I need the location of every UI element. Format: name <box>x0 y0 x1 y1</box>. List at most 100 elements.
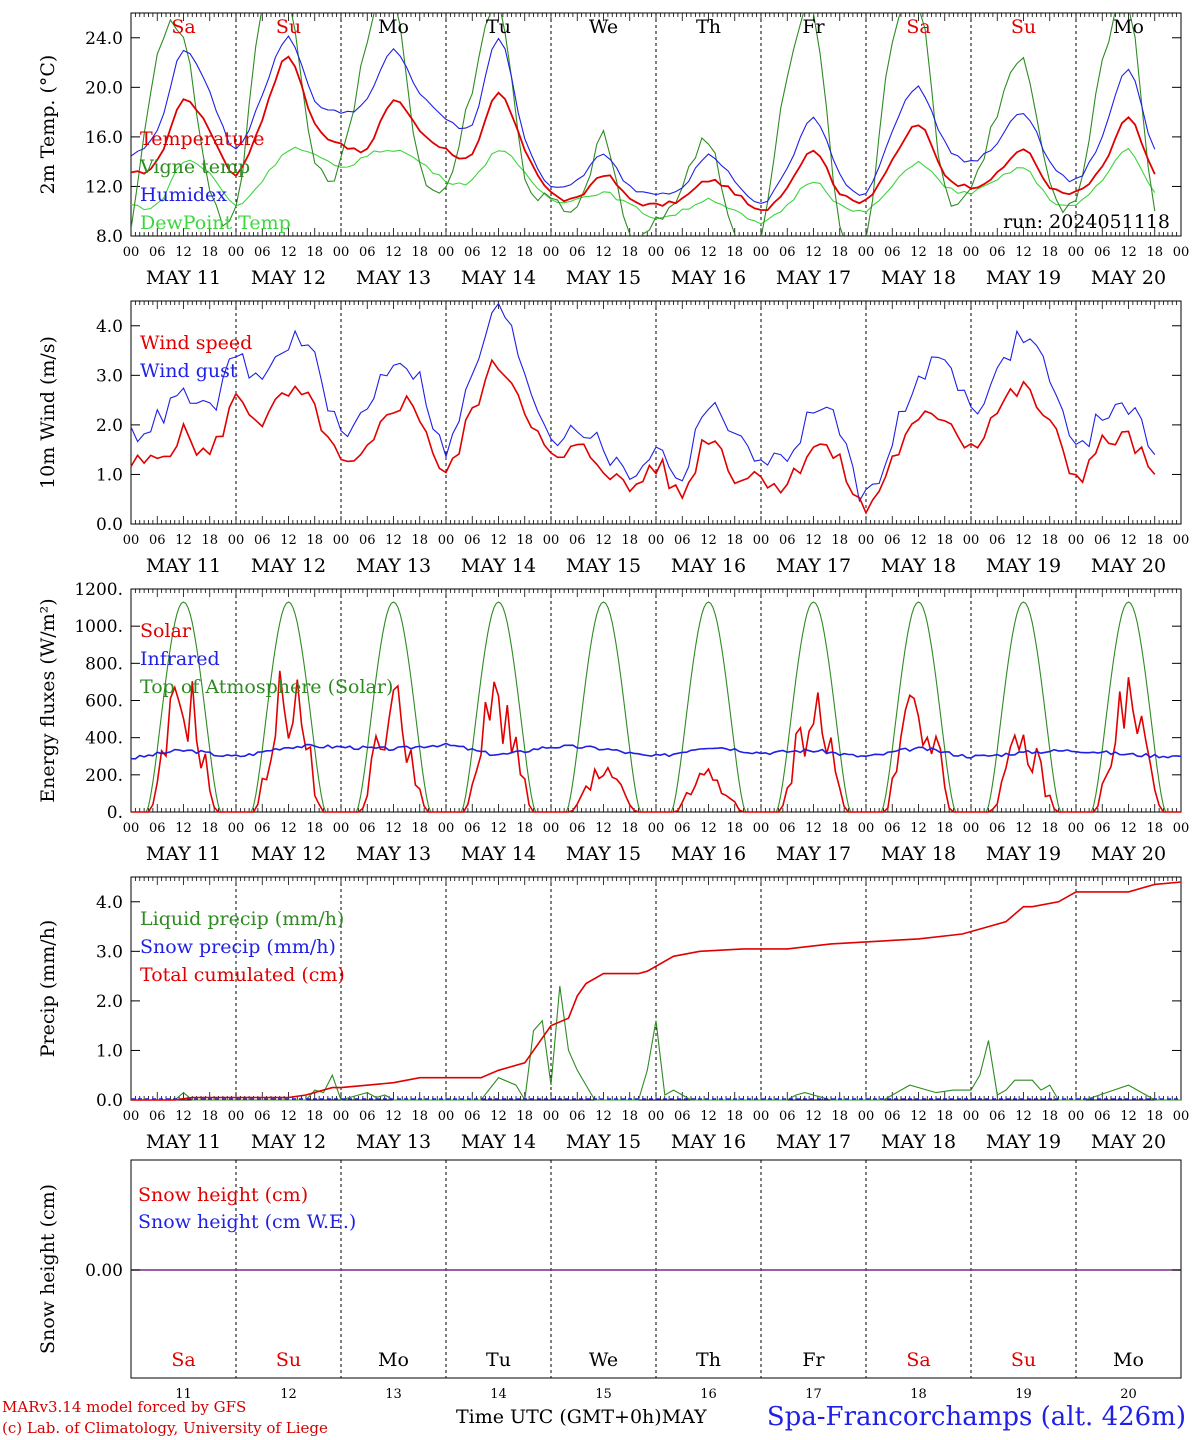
hour-tick-label: 18 <box>516 821 533 836</box>
day-name: Su <box>276 1349 301 1371</box>
panel-frame <box>130 12 1182 237</box>
day-number: 17 <box>805 1387 822 1402</box>
hour-tick-label: 12 <box>805 1109 822 1124</box>
hour-tick-label: 06 <box>569 821 586 836</box>
hour-tick-label: 00 <box>858 533 875 548</box>
hour-tick-label: 12 <box>910 245 927 260</box>
hour-tick-label: 06 <box>254 1109 271 1124</box>
hour-tick-label: 12 <box>1015 533 1032 548</box>
hour-tick-label: 00 <box>228 245 245 260</box>
y-tick-label: 2.0 <box>96 992 123 1012</box>
hour-tick-label: 12 <box>175 821 192 836</box>
date-label: MAY 12 <box>251 555 326 577</box>
y-tick-label: 0.00 <box>85 1261 123 1281</box>
date-label: MAY 18 <box>881 843 956 865</box>
y-tick-label: 16.0 <box>85 128 123 148</box>
y-tick-label: 0. <box>107 803 123 823</box>
hour-tick-label: 18 <box>621 1109 638 1124</box>
date-label: MAY 14 <box>461 555 536 577</box>
legend-dewpoint-temp: DewPoint Temp <box>140 212 291 234</box>
hour-tick-label: 00 <box>1068 821 1085 836</box>
legend-wind-gust: Wind gust <box>140 360 238 382</box>
hour-tick-label: 00 <box>333 533 350 548</box>
hour-tick-label: 00 <box>123 245 140 260</box>
hour-tick-label: 18 <box>306 821 323 836</box>
hour-tick-label: 06 <box>359 533 376 548</box>
hour-tick-label: 18 <box>1041 533 1058 548</box>
y-tick-label: 20.0 <box>85 78 123 98</box>
y-tick-label: 4.0 <box>96 317 123 337</box>
date-label: MAY 14 <box>461 1131 536 1153</box>
day-name: Th <box>696 1349 721 1371</box>
hour-tick-label: 06 <box>884 245 901 260</box>
day-name: Mo <box>378 1349 409 1371</box>
hour-tick-label: 18 <box>201 533 218 548</box>
hour-tick-label: 18 <box>621 821 638 836</box>
day-name: Sa <box>906 1349 930 1371</box>
y-tick-label: 24.0 <box>85 29 123 49</box>
date-label: MAY 14 <box>461 843 536 865</box>
day-number: 20 <box>1120 1387 1137 1402</box>
hour-tick-label: 12 <box>490 1109 507 1124</box>
hour-tick-label: 18 <box>936 821 953 836</box>
y-axis-label: Snow height (cm) <box>37 1184 59 1354</box>
date-label: MAY 20 <box>1091 267 1166 289</box>
hour-tick-label: 18 <box>831 1109 848 1124</box>
series-total-cumulated <box>131 881 1182 1101</box>
hour-tick-label: 06 <box>254 821 271 836</box>
hour-tick-label: 00 <box>438 1109 455 1124</box>
y-tick-label: 1.0 <box>96 465 123 485</box>
hour-tick-label: 00 <box>333 245 350 260</box>
legend-snow-precip-mm-h-: Snow precip (mm/h) <box>140 936 336 958</box>
hour-tick-label: 18 <box>936 1109 953 1124</box>
hour-tick-label: 18 <box>201 1109 218 1124</box>
hour-tick-label: 18 <box>1146 1109 1163 1124</box>
hour-tick-label: 00 <box>753 821 770 836</box>
hour-tick-label: 12 <box>1120 821 1137 836</box>
hour-tick-label: 12 <box>1015 245 1032 260</box>
y-axis-label: 2m Temp. (°C) <box>37 55 59 195</box>
hour-tick-label: 06 <box>989 245 1006 260</box>
hour-tick-label: 06 <box>359 1109 376 1124</box>
legend-vigne-temp: Vigne temp <box>139 156 250 178</box>
hour-tick-label: 18 <box>726 245 743 260</box>
hour-tick-label: 12 <box>280 1109 297 1124</box>
legend-wind-speed: Wind speed <box>140 332 252 354</box>
date-label: MAY 16 <box>671 1131 746 1153</box>
hour-tick-label: 12 <box>490 533 507 548</box>
day-name: Mo <box>1113 1349 1144 1371</box>
hour-tick-label: 06 <box>464 821 481 836</box>
hour-tick-label: 06 <box>359 821 376 836</box>
hour-tick-label: 18 <box>306 245 323 260</box>
station-label: Spa-Francorchamps (alt. 426m) <box>766 1402 1186 1432</box>
hour-tick-label: 18 <box>831 245 848 260</box>
date-label: MAY 20 <box>1091 555 1166 577</box>
hour-tick-label: 00 <box>648 1109 665 1124</box>
legend-solar: Solar <box>140 620 192 642</box>
hour-tick-label: 12 <box>595 245 612 260</box>
day-number: 16 <box>700 1387 717 1402</box>
hour-tick-label: 12 <box>595 533 612 548</box>
series-humidex <box>131 35 1156 204</box>
panel-frame <box>130 300 1182 525</box>
hour-tick-label: 12 <box>385 245 402 260</box>
series-wind-gust <box>130 302 1156 503</box>
day-number: 15 <box>595 1387 612 1402</box>
hour-tick-label: 00 <box>648 245 665 260</box>
hour-tick-label: 18 <box>831 533 848 548</box>
hour-tick-label: 12 <box>1120 245 1137 260</box>
date-label: MAY 17 <box>776 843 851 865</box>
hour-tick-label: 00 <box>1173 1109 1190 1124</box>
date-label: MAY 15 <box>566 843 641 865</box>
hour-tick-label: 18 <box>516 245 533 260</box>
hour-tick-label: 12 <box>175 245 192 260</box>
date-label: MAY 17 <box>776 267 851 289</box>
hour-tick-label: 12 <box>595 821 612 836</box>
hour-tick-label: 00 <box>858 245 875 260</box>
hour-tick-label: 12 <box>280 245 297 260</box>
date-label: MAY 13 <box>356 1131 431 1153</box>
hour-tick-label: 18 <box>1146 821 1163 836</box>
date-label: MAY 12 <box>251 1131 326 1153</box>
y-axis-label: Energy fluxes (W/m²) <box>37 598 59 802</box>
hour-tick-label: 00 <box>1173 245 1190 260</box>
